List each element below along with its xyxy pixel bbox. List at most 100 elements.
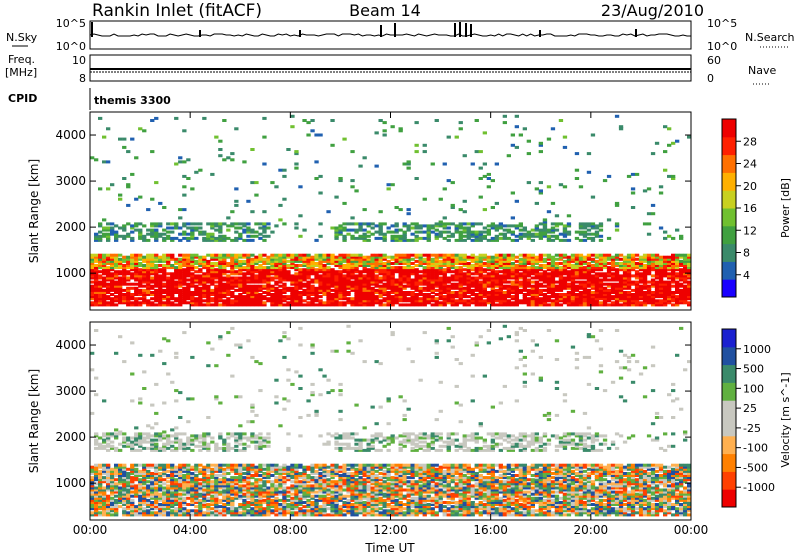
range-cell xyxy=(466,268,471,272)
range-cell xyxy=(166,486,171,490)
range-cell xyxy=(110,280,115,284)
range-cell xyxy=(262,262,267,265)
range-cell xyxy=(278,276,283,280)
range-cell xyxy=(150,253,155,257)
range-cell xyxy=(166,286,171,290)
range-cell xyxy=(302,299,307,303)
range-cell xyxy=(150,284,155,288)
range-cell xyxy=(478,195,483,199)
range-cell xyxy=(586,278,592,282)
range-cell xyxy=(390,268,395,272)
range-cell xyxy=(470,259,475,263)
range-cell xyxy=(570,297,576,301)
range-cell xyxy=(102,255,107,259)
range-cell xyxy=(210,257,215,261)
range-cell xyxy=(230,295,235,299)
range-cell xyxy=(394,268,399,272)
range-cell xyxy=(174,303,179,307)
range-cell xyxy=(675,276,680,280)
range-cell xyxy=(154,465,159,469)
range-cell xyxy=(290,295,295,299)
range-cell xyxy=(270,257,275,261)
range-cell xyxy=(446,284,451,288)
range-cell xyxy=(390,303,395,307)
range-cell xyxy=(198,488,203,492)
range-cell xyxy=(498,222,504,226)
range-cell xyxy=(214,224,219,228)
range-cell xyxy=(374,224,379,228)
range-cell xyxy=(342,257,347,261)
range-cell xyxy=(606,291,612,294)
range-cell xyxy=(294,152,299,156)
range-cell xyxy=(130,238,135,242)
range-cell xyxy=(626,272,632,276)
range-cell xyxy=(382,303,387,307)
range-cell xyxy=(266,226,271,230)
range-cell xyxy=(426,293,431,296)
range-cell xyxy=(622,268,628,272)
range-cell xyxy=(418,264,423,267)
range-cell xyxy=(626,280,632,284)
range-cell xyxy=(154,234,159,238)
range-cell xyxy=(90,505,95,509)
range-cell xyxy=(214,236,219,240)
range-cell xyxy=(462,199,467,203)
range-cell xyxy=(378,232,383,236)
range-cell xyxy=(130,266,135,270)
range-cell xyxy=(486,264,492,267)
range-cell xyxy=(522,272,528,276)
range-cell xyxy=(146,434,151,438)
range-cell xyxy=(266,259,271,263)
range-cell xyxy=(282,282,287,286)
range-cell xyxy=(671,299,676,303)
range-cell xyxy=(326,259,331,263)
range-cell xyxy=(626,253,632,257)
range-cell xyxy=(382,278,387,282)
range-cell xyxy=(386,297,391,301)
y-tick-label: 3000 xyxy=(55,174,86,188)
range-cell xyxy=(671,174,676,178)
range-cell xyxy=(210,299,215,303)
range-cell xyxy=(642,303,648,307)
range-cell xyxy=(206,276,211,280)
range-cell xyxy=(250,234,255,238)
range-cell xyxy=(302,278,307,282)
range-cell xyxy=(462,253,467,257)
range-cell xyxy=(122,301,127,305)
range-cell xyxy=(550,222,556,226)
range-cell xyxy=(590,299,596,303)
range-cell xyxy=(542,218,548,222)
range-cell xyxy=(390,230,395,234)
range-cell xyxy=(514,226,520,230)
range-cell xyxy=(90,513,95,517)
range-cell xyxy=(150,494,155,498)
range-cell xyxy=(486,282,492,286)
range-cell xyxy=(162,282,167,286)
range-cell xyxy=(386,266,391,270)
range-cell xyxy=(378,268,383,272)
range-cell xyxy=(390,234,395,238)
range-cell xyxy=(562,135,568,139)
range-cell xyxy=(398,127,403,131)
range-cell xyxy=(554,272,560,276)
range-cell xyxy=(558,266,564,270)
range-cell xyxy=(478,299,483,303)
range-cell xyxy=(94,238,99,242)
range-cell xyxy=(438,266,443,270)
range-cell xyxy=(230,257,235,261)
range-cell xyxy=(550,291,556,294)
range-cell xyxy=(675,303,680,307)
range-cell xyxy=(683,278,688,282)
range-cell xyxy=(318,255,323,259)
range-cell xyxy=(422,301,427,305)
range-cell xyxy=(578,299,584,303)
range-cell xyxy=(142,474,147,477)
range-cell xyxy=(318,270,323,274)
range-cell xyxy=(426,224,431,228)
range-cell xyxy=(538,232,544,236)
range-cell xyxy=(142,478,147,482)
range-cell xyxy=(202,299,207,303)
range-cell xyxy=(490,259,496,263)
range-cell xyxy=(474,238,479,242)
range-cell xyxy=(442,284,447,288)
